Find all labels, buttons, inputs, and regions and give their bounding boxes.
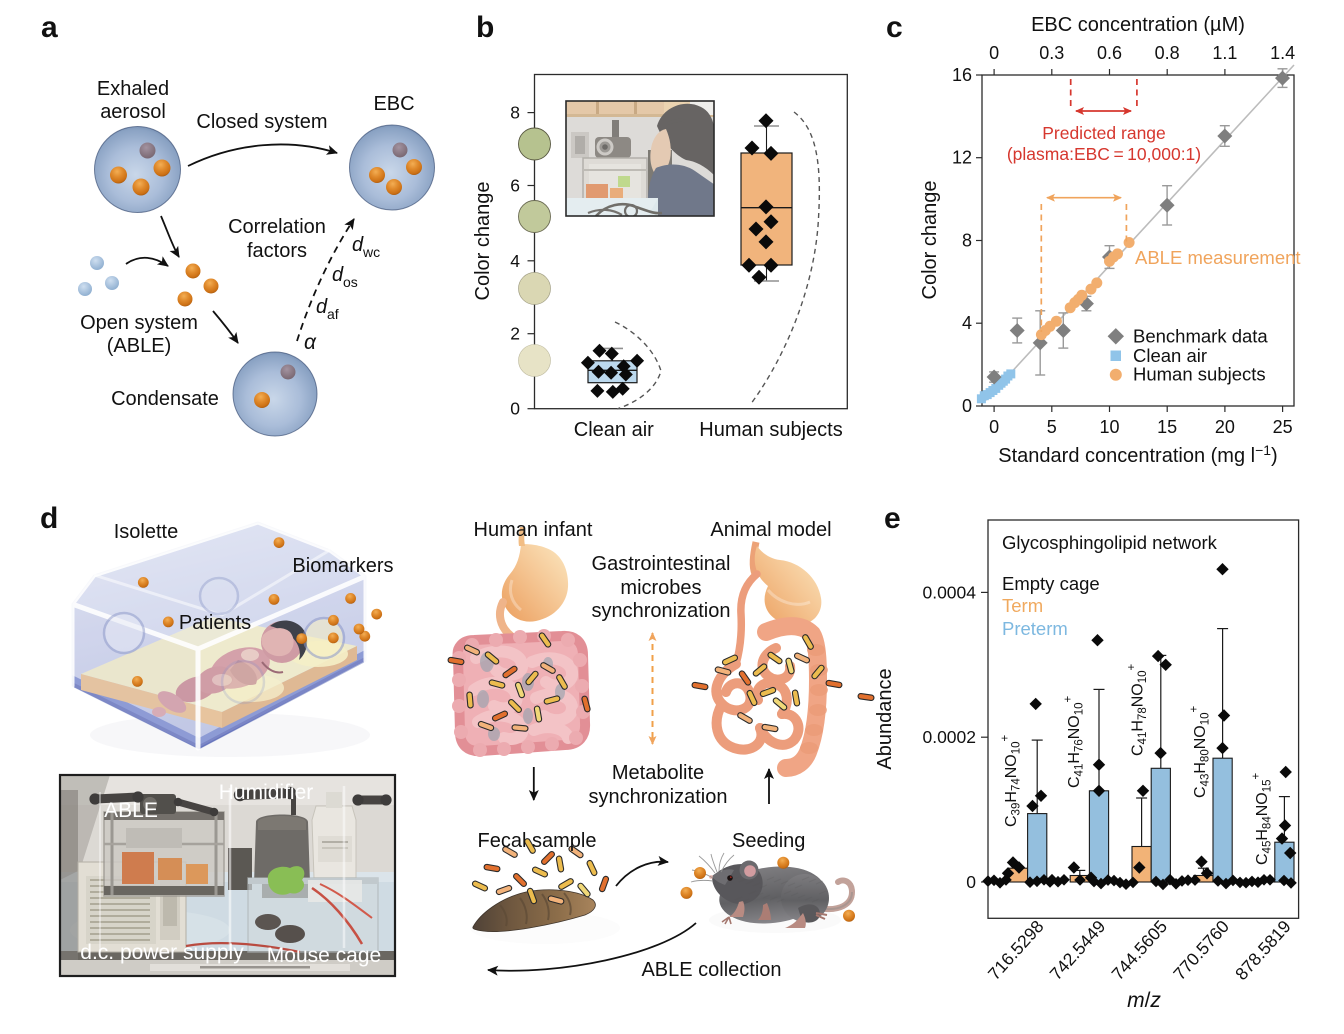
svg-text:Humidifier: Humidifier bbox=[219, 781, 314, 804]
svg-text:m/z: m/z bbox=[1127, 989, 1161, 1012]
svg-text:microbes: microbes bbox=[620, 577, 701, 599]
svg-text:Human infant: Human infant bbox=[474, 519, 593, 541]
svg-text:Correlation: Correlation bbox=[228, 216, 326, 238]
svg-text:Exhaled: Exhaled bbox=[97, 78, 169, 100]
svg-text:Biomarkers: Biomarkers bbox=[292, 555, 393, 577]
svg-text:Human subjects: Human subjects bbox=[1133, 364, 1266, 385]
svg-text:(plasma:EBC = 10,000:1): (plasma:EBC = 10,000:1) bbox=[1007, 144, 1201, 164]
svg-text:Metabolite: Metabolite bbox=[612, 762, 704, 784]
svg-text:(ABLE): (ABLE) bbox=[107, 335, 171, 357]
svg-text:Clean air: Clean air bbox=[1133, 345, 1207, 366]
svg-text:0.8: 0.8 bbox=[1155, 43, 1180, 63]
svg-text:Patients: Patients bbox=[179, 612, 251, 634]
svg-text:Benchmark data: Benchmark data bbox=[1133, 325, 1268, 346]
svg-text:Abundance: Abundance bbox=[874, 668, 896, 769]
svg-text:e: e bbox=[884, 502, 901, 535]
svg-text:0.0004: 0.0004 bbox=[922, 582, 976, 602]
svg-text:4: 4 bbox=[510, 251, 520, 271]
svg-text:Animal model: Animal model bbox=[710, 519, 831, 541]
svg-text:ABLE measurement: ABLE measurement bbox=[1135, 247, 1301, 268]
svg-text:0: 0 bbox=[510, 399, 520, 419]
svg-text:a: a bbox=[41, 11, 58, 44]
svg-text:ABLE: ABLE bbox=[104, 799, 158, 822]
svg-text:25: 25 bbox=[1273, 417, 1293, 437]
svg-text:Isolette: Isolette bbox=[114, 521, 178, 543]
svg-text:b: b bbox=[476, 11, 494, 44]
svg-text:Human subjects: Human subjects bbox=[699, 419, 842, 441]
svg-text:Mouse cage: Mouse cage bbox=[267, 944, 381, 967]
svg-text:5: 5 bbox=[1047, 417, 1057, 437]
svg-text:af: af bbox=[327, 306, 339, 322]
svg-text:Closed system: Closed system bbox=[196, 111, 327, 133]
svg-text:os: os bbox=[343, 274, 358, 290]
svg-text:1.4: 1.4 bbox=[1270, 43, 1295, 63]
svg-text:Clean air: Clean air bbox=[574, 419, 654, 441]
svg-text:0: 0 bbox=[962, 396, 972, 416]
svg-text:6: 6 bbox=[510, 176, 520, 196]
svg-text:factors: factors bbox=[247, 240, 307, 262]
svg-text:Glycosphingolipid network: Glycosphingolipid network bbox=[1002, 532, 1218, 553]
svg-text:d: d bbox=[332, 264, 344, 286]
svg-text:8: 8 bbox=[962, 231, 972, 251]
svg-text:Standard concentration (mg l−1: Standard concentration (mg l−1) bbox=[998, 442, 1277, 467]
svg-text:d: d bbox=[40, 502, 58, 535]
svg-text:aerosol: aerosol bbox=[100, 101, 166, 123]
svg-text:d: d bbox=[316, 296, 328, 318]
svg-text:ABLE collection: ABLE collection bbox=[641, 959, 781, 981]
svg-text:Color change: Color change bbox=[472, 182, 494, 301]
svg-text:c: c bbox=[886, 11, 903, 44]
svg-text:0.3: 0.3 bbox=[1039, 43, 1064, 63]
svg-text:synchronization: synchronization bbox=[589, 786, 728, 808]
svg-text:16: 16 bbox=[952, 65, 972, 85]
svg-text:20: 20 bbox=[1215, 417, 1235, 437]
svg-text:d.c. power supply: d.c. power supply bbox=[80, 941, 244, 964]
svg-text:Seeding: Seeding bbox=[732, 830, 805, 852]
svg-text:12: 12 bbox=[952, 148, 972, 168]
svg-text:Preterm: Preterm bbox=[1002, 618, 1068, 639]
svg-text:EBC: EBC bbox=[373, 93, 414, 115]
svg-text:Color change: Color change bbox=[919, 181, 941, 300]
svg-text:Predicted range: Predicted range bbox=[1042, 123, 1166, 143]
svg-text:Empty cage: Empty cage bbox=[1002, 573, 1100, 594]
svg-text:0.0002: 0.0002 bbox=[922, 727, 976, 747]
svg-text:synchronization: synchronization bbox=[592, 600, 731, 622]
svg-text:0: 0 bbox=[989, 417, 999, 437]
svg-text:2: 2 bbox=[510, 324, 520, 344]
svg-text:Term: Term bbox=[1002, 595, 1043, 616]
svg-text:Gastrointestinal: Gastrointestinal bbox=[592, 553, 731, 575]
svg-text:Fecal sample: Fecal sample bbox=[478, 830, 597, 852]
svg-text:wc: wc bbox=[362, 244, 380, 260]
svg-text:d: d bbox=[352, 234, 364, 256]
svg-text:4: 4 bbox=[962, 313, 972, 333]
svg-text:10: 10 bbox=[1099, 417, 1119, 437]
svg-text:0: 0 bbox=[966, 872, 976, 892]
svg-text:8: 8 bbox=[510, 103, 520, 123]
svg-text:1.1: 1.1 bbox=[1212, 43, 1237, 63]
svg-text:α: α bbox=[304, 331, 317, 354]
svg-text:Condensate: Condensate bbox=[111, 388, 219, 410]
svg-text:15: 15 bbox=[1157, 417, 1177, 437]
svg-text:EBC concentration (µM): EBC concentration (µM) bbox=[1031, 14, 1245, 36]
svg-text:0: 0 bbox=[989, 43, 999, 63]
svg-text:0.6: 0.6 bbox=[1097, 43, 1122, 63]
svg-text:Open system: Open system bbox=[80, 312, 198, 334]
